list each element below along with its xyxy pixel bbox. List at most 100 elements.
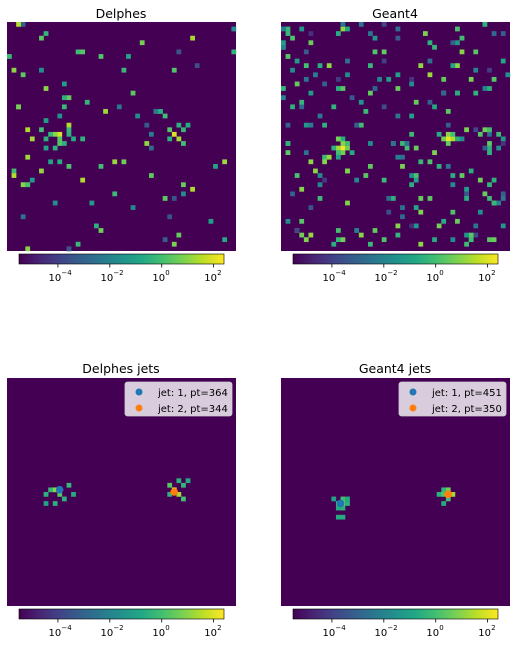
colorbar-tick-label: 10 — [426, 273, 439, 284]
heatmap-cell — [473, 67, 479, 73]
heatmap-cell — [445, 136, 451, 142]
heatmap-cell — [48, 131, 53, 137]
heatmap-cell — [487, 141, 492, 146]
heatmap-cell — [281, 95, 286, 101]
heatmap-cell — [322, 177, 327, 183]
heatmap-cell — [345, 26, 350, 32]
heatmap-cell — [176, 492, 182, 497]
heatmap-cell — [436, 163, 442, 169]
heatmap-cell — [377, 76, 382, 82]
heatmap-cell — [445, 141, 451, 146]
heatmap-cell — [445, 163, 451, 169]
colorbar-tick-exponent: −4 — [335, 269, 346, 277]
heatmap-cell — [290, 35, 295, 41]
heatmap-cell — [395, 223, 401, 229]
heatmap-cell — [335, 136, 341, 142]
heatmap-cell — [381, 22, 387, 27]
heatmap-cell — [450, 182, 456, 188]
heatmap-cell — [326, 63, 332, 68]
heatmap-cell — [43, 118, 49, 123]
heatmap-cell — [500, 58, 506, 64]
heatmap-cell — [340, 496, 346, 502]
heatmap-cell — [71, 492, 76, 497]
heatmap-cell — [281, 40, 286, 46]
heatmap-cell — [52, 501, 58, 506]
heatmap-cell — [285, 218, 291, 224]
heatmap-cell — [208, 218, 214, 224]
heatmap-cell — [144, 141, 150, 146]
heatmap-background — [7, 22, 236, 251]
colorbar-tick-exponent: −2 — [387, 269, 397, 277]
heatmap-cell — [326, 154, 332, 160]
legend-marker — [135, 388, 143, 396]
legend-box — [398, 381, 507, 417]
heatmap-cell — [395, 26, 401, 32]
heatmap-cell — [368, 141, 373, 146]
heatmap-cell — [340, 505, 346, 511]
panel-title: Geant4 — [372, 6, 418, 21]
heatmap-cell — [505, 72, 511, 78]
heatmap-cell — [75, 49, 81, 55]
colorbar-tick-label: 10 — [49, 273, 62, 284]
heatmap-cell — [148, 173, 154, 178]
heatmap-cell — [418, 196, 424, 201]
heatmap-cell — [445, 487, 451, 493]
heatmap-cell — [487, 86, 492, 91]
heatmap-cell — [455, 218, 460, 224]
heatmap-cell — [80, 136, 86, 142]
heatmap-cell — [427, 196, 433, 201]
heatmap-cell — [441, 501, 447, 506]
heatmap-cell — [299, 99, 305, 105]
jet-marker — [336, 499, 345, 508]
heatmap-cell — [313, 72, 318, 78]
heatmap-cell — [395, 35, 401, 41]
heatmap-cell — [43, 145, 49, 151]
heatmap-cell — [52, 200, 58, 206]
heatmap-cell — [308, 40, 314, 46]
heatmap-cell — [121, 159, 127, 165]
heatmap-cell — [464, 232, 469, 238]
heatmap-cell — [48, 159, 53, 165]
heatmap-cell — [331, 104, 337, 110]
heatmap-cell — [176, 122, 182, 128]
heatmap-cell — [130, 205, 136, 210]
colorbar-tick-exponent: 2 — [217, 269, 221, 277]
heatmap-cell — [313, 168, 318, 174]
heatmap-cell — [400, 163, 405, 169]
heatmap-cell — [103, 109, 108, 114]
heatmap-cell — [294, 173, 300, 178]
heatmap-cell — [340, 26, 346, 32]
heatmap-cell — [487, 150, 492, 156]
heatmap-cell — [436, 223, 442, 229]
heatmap-cell — [61, 95, 67, 101]
heatmap-cell — [445, 109, 451, 114]
heatmap-cell — [98, 163, 104, 169]
heatmap-cell — [57, 131, 63, 137]
heatmap-cell — [25, 182, 31, 188]
panel-geant4: Geant4 10 −4 10 −2 10 0 10 2 — [281, 6, 511, 284]
heatmap-cell — [317, 173, 323, 178]
legend-marker — [409, 404, 417, 412]
heatmap-cell — [185, 122, 191, 128]
legend-marker — [135, 404, 143, 412]
heatmap-background — [281, 22, 510, 251]
heatmap-cell — [25, 154, 31, 160]
heatmap-cell — [455, 40, 460, 46]
legend-label: jet: 1, pt=451 — [431, 388, 502, 399]
heatmap-cell — [473, 223, 479, 229]
heatmap-cell — [409, 76, 415, 82]
heatmap-cell — [171, 131, 177, 137]
panel-title: Delphes — [96, 6, 147, 21]
heatmap-cell — [368, 63, 373, 68]
heatmap-cell — [116, 104, 122, 110]
heatmap-cell — [144, 122, 150, 128]
heatmap-cell — [39, 127, 44, 133]
heatmap-cell — [413, 145, 419, 151]
heatmap-cell — [455, 90, 460, 96]
heatmap-cell — [167, 492, 173, 497]
heatmap-cell — [459, 49, 465, 55]
heatmap-cell — [354, 177, 360, 183]
heatmap-cell — [395, 86, 401, 91]
heatmap-cell — [303, 150, 309, 156]
heatmap-cell — [61, 104, 67, 110]
